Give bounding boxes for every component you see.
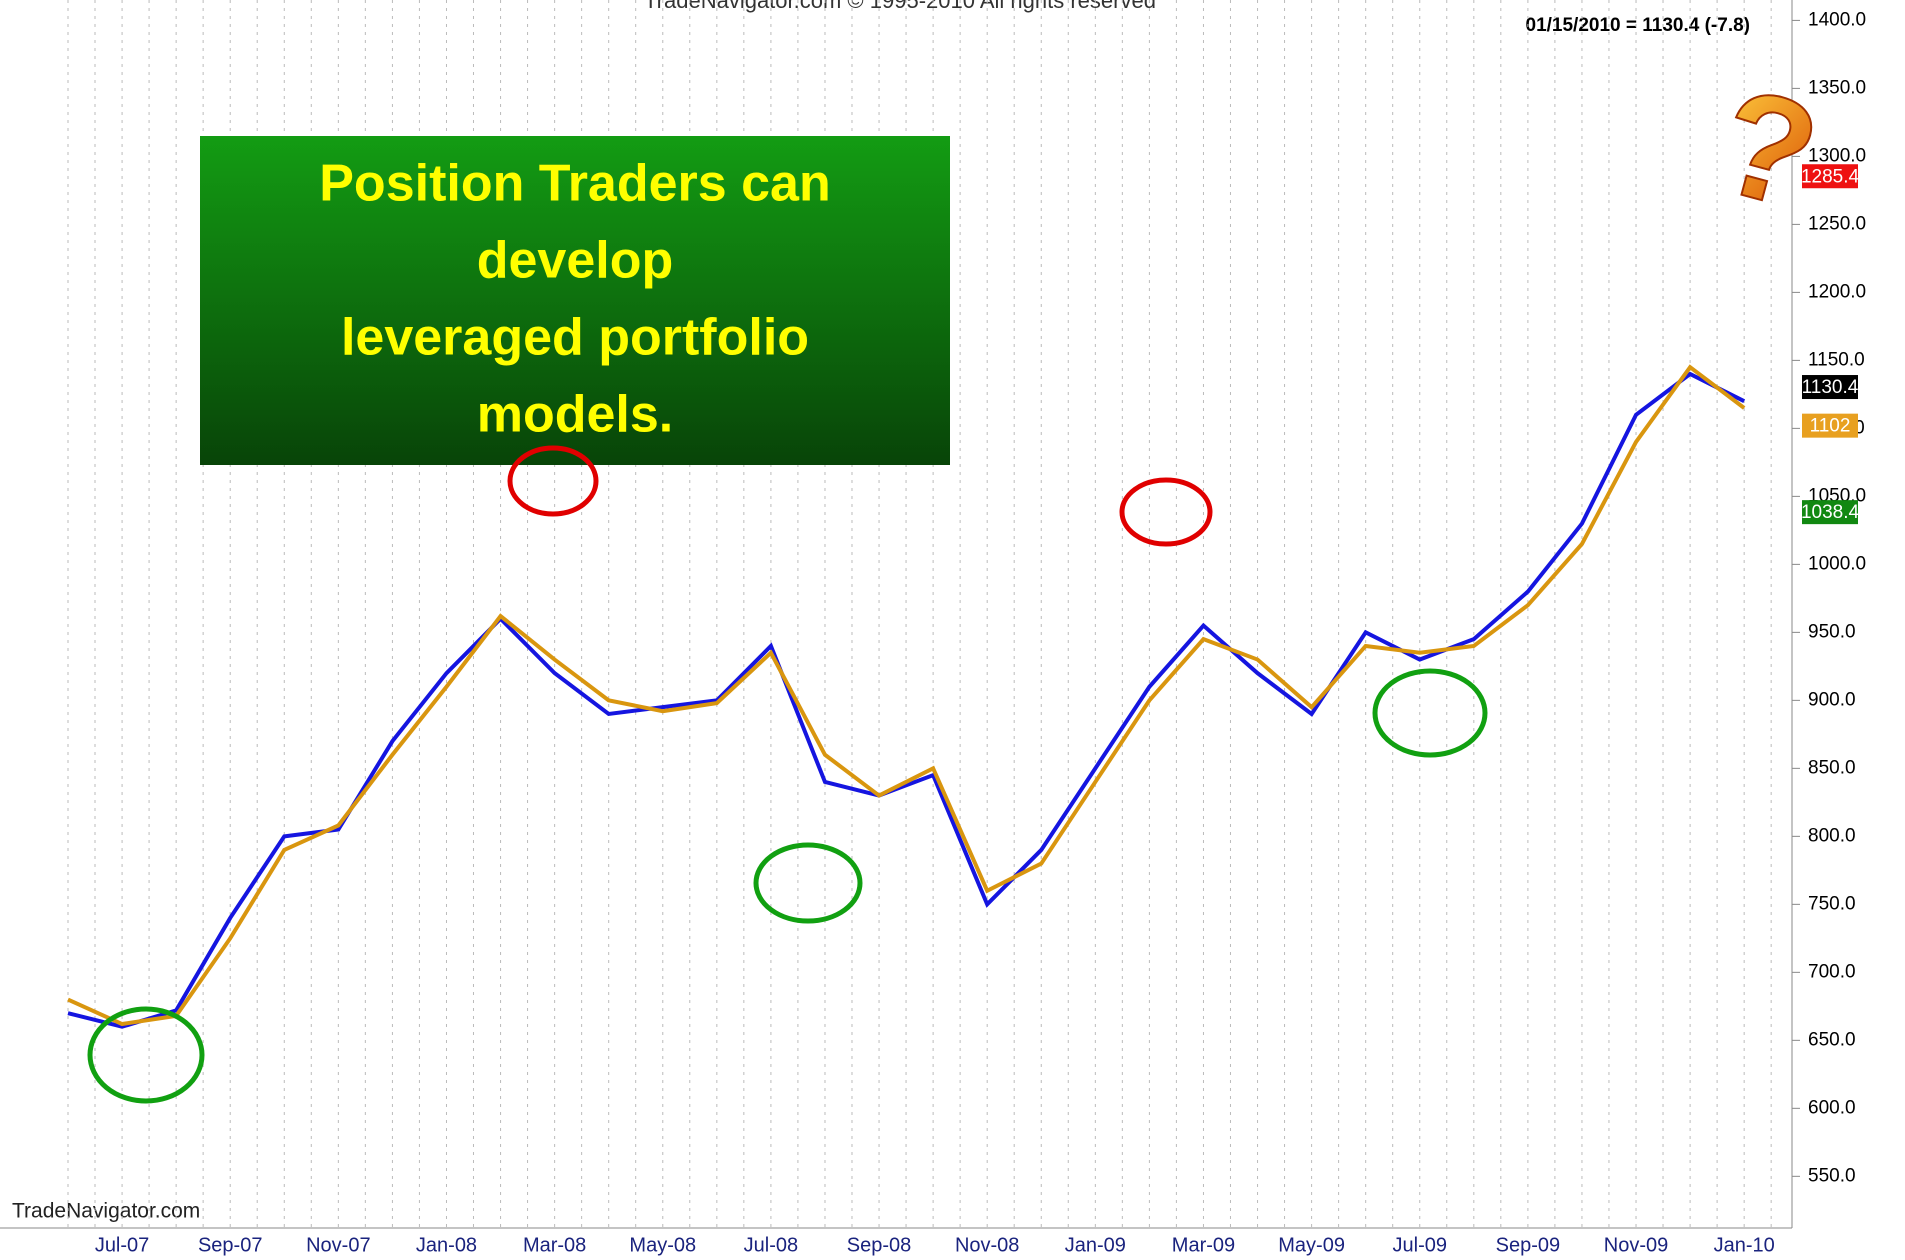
x-tick-label: May-09 xyxy=(1278,1234,1345,1256)
y-tick-label: 750.0 xyxy=(1808,893,1856,914)
price-tag-label: 1285.4 xyxy=(1801,166,1860,187)
y-tick-label: 1150.0 xyxy=(1808,349,1865,370)
quote: 01/15/2010 = 1130.4 (-7.8) xyxy=(1526,15,1750,36)
x-tick-label: Nov-08 xyxy=(955,1234,1019,1256)
copyright: TradeNavigator.com © 1995-2010 All right… xyxy=(644,0,1156,13)
x-tick-label: Nov-09 xyxy=(1604,1234,1668,1256)
y-tick-label: 1300.0 xyxy=(1808,145,1866,166)
price-tag-label: 1130.4 xyxy=(1802,377,1859,398)
x-tick-label: Jan-08 xyxy=(416,1234,477,1256)
y-tick-label: 1200.0 xyxy=(1808,281,1866,302)
x-tick-label: Nov-07 xyxy=(306,1234,370,1256)
x-tick-label: Jul-08 xyxy=(744,1234,798,1256)
annotation-line: leveraged portfolio xyxy=(341,309,809,367)
annotation-line: develop xyxy=(477,232,674,290)
y-tick-label: 550.0 xyxy=(1808,1165,1856,1186)
y-tick-label: 850.0 xyxy=(1808,757,1856,778)
y-tick-label: 1000.0 xyxy=(1808,553,1866,574)
y-tick-label: 1350.0 xyxy=(1808,77,1866,98)
x-tick-label: May-08 xyxy=(629,1234,696,1256)
annotation-line: Position Traders can xyxy=(319,155,831,213)
y-tick-label: 900.0 xyxy=(1808,689,1856,710)
y-tick-label: 1250.0 xyxy=(1808,213,1866,234)
y-tick-label: 800.0 xyxy=(1808,825,1856,846)
x-tick-label: Jan-10 xyxy=(1714,1234,1775,1256)
price-tag-label: 1102 xyxy=(1810,416,1851,437)
y-tick-label: 600.0 xyxy=(1808,1097,1856,1118)
y-tick-label: 700.0 xyxy=(1808,961,1856,982)
x-tick-label: Mar-08 xyxy=(523,1234,586,1256)
x-tick-label: Sep-07 xyxy=(198,1234,263,1256)
chart: TradeNavigator.com © 1995-2010 All right… xyxy=(0,0,1905,1260)
watermark: TradeNavigator.com xyxy=(12,1200,200,1223)
annotation-line: models. xyxy=(477,386,674,444)
y-tick-label: 650.0 xyxy=(1808,1029,1856,1050)
x-tick-label: Sep-08 xyxy=(847,1234,912,1256)
x-tick-label: Jan-09 xyxy=(1065,1234,1126,1256)
x-tick-label: Jul-07 xyxy=(95,1234,149,1256)
x-tick-label: Sep-09 xyxy=(1496,1234,1561,1256)
y-tick-label: 950.0 xyxy=(1808,621,1856,642)
x-tick-label: Mar-09 xyxy=(1172,1234,1235,1256)
y-tick-label: 1400.0 xyxy=(1808,9,1866,30)
price-tag-label: 1038.4 xyxy=(1801,502,1860,523)
x-tick-label: Jul-09 xyxy=(1393,1234,1447,1256)
